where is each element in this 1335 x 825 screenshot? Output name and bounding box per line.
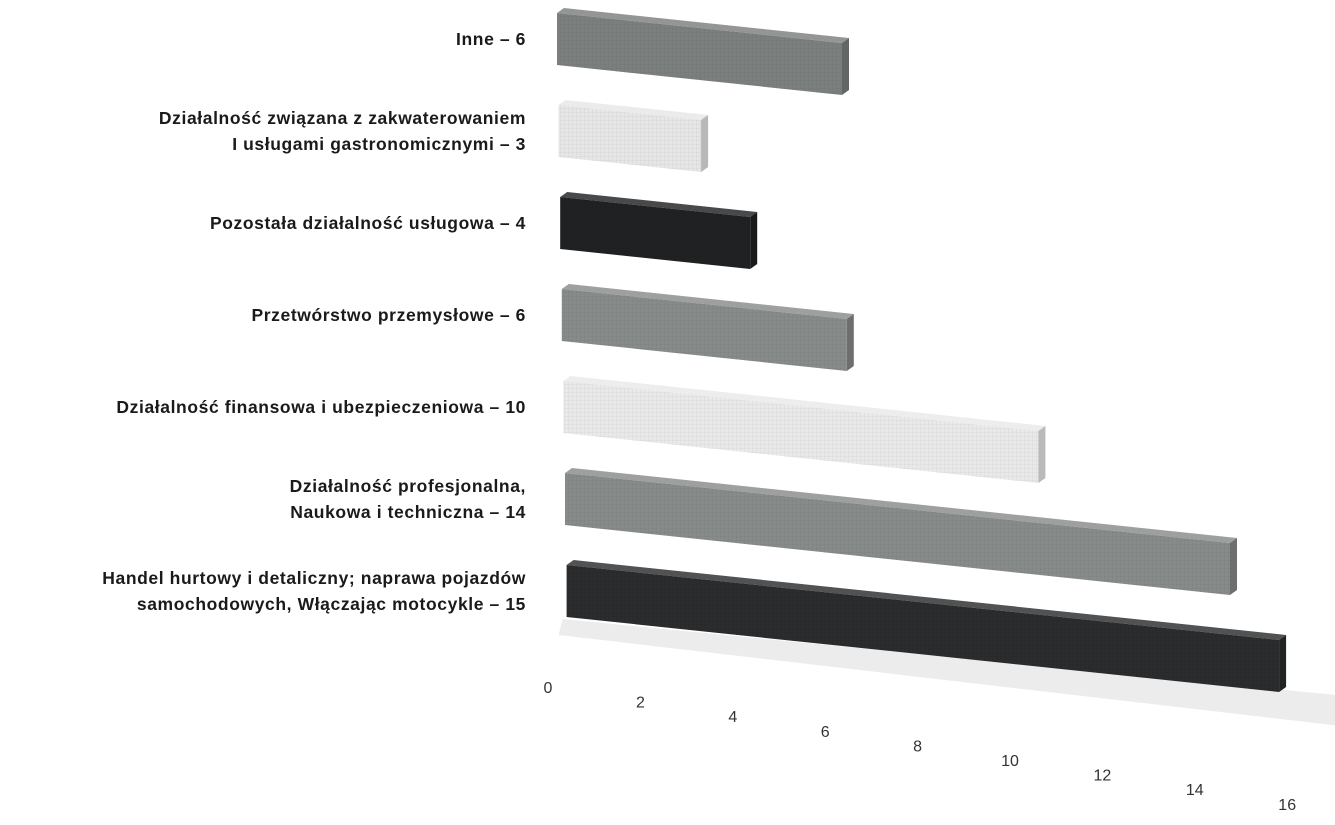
bar-4 <box>561 284 854 371</box>
category-label: Handel hurtowy i detaliczny; naprawa poj… <box>102 568 526 614</box>
x-tick-label: 0 <box>544 680 553 697</box>
bar-top-face <box>561 284 854 319</box>
bar-texture <box>563 381 1039 483</box>
x-tick-label: 10 <box>1001 753 1019 770</box>
bars-group <box>557 8 1287 692</box>
bar-end-face <box>750 212 758 269</box>
category-label: Działalność profesjonalna, Naukowa i tech… <box>290 476 526 522</box>
bar-texture <box>557 13 842 95</box>
x-tick-label: 6 <box>821 724 830 741</box>
x-tick-label: 12 <box>1094 768 1112 785</box>
bar-top-face <box>566 560 1287 640</box>
x-tick-label: 4 <box>728 709 737 726</box>
category-label: Inne – 6 <box>456 29 526 49</box>
bar-5 <box>563 376 1046 483</box>
bar-3 <box>560 192 758 269</box>
category-label: Działalność finansowa i ubezpieczeniowa … <box>116 397 526 417</box>
bar-end-face <box>1230 538 1237 595</box>
floor-plane <box>558 619 1335 726</box>
bar-end-face <box>701 115 709 172</box>
bar-1 <box>557 8 849 95</box>
category-labels: Inne – 6 Działalność związana z zakwatero… <box>102 29 526 614</box>
x-tick-label: 16 <box>1278 797 1296 814</box>
bar-top-face <box>558 100 709 120</box>
bar-top-face <box>560 192 758 217</box>
category-label: Przetwórstwo przemysłowe – 6 <box>251 305 526 325</box>
bar-end-face <box>846 314 854 371</box>
bar-end-face <box>842 38 849 95</box>
x-tick-label: 2 <box>636 695 645 712</box>
bar-texture <box>560 197 751 269</box>
bar-texture <box>558 105 702 172</box>
bar-texture <box>566 565 1280 692</box>
x-tick-label: 8 <box>913 738 922 755</box>
bar-top-face <box>565 468 1237 543</box>
chart-floor <box>558 619 1335 726</box>
bar-2 <box>558 100 709 172</box>
bar-end-face <box>1279 635 1287 692</box>
bar-7 <box>566 560 1287 692</box>
bar-end-face <box>1038 426 1046 483</box>
bar-texture <box>565 473 1230 595</box>
x-tick-label: 14 <box>1186 782 1204 799</box>
category-label: Działalność związana z zakwaterowaniem I … <box>159 108 526 154</box>
bar-top-face <box>563 376 1046 431</box>
bar-6 <box>565 468 1237 595</box>
bar-texture <box>561 289 847 371</box>
category-label: Pozostała działalność usługowa – 4 <box>210 213 526 233</box>
x-axis-ticks: 0 2 4 6 8 10 12 14 16 <box>544 680 1297 814</box>
bar-top-face <box>557 8 849 43</box>
